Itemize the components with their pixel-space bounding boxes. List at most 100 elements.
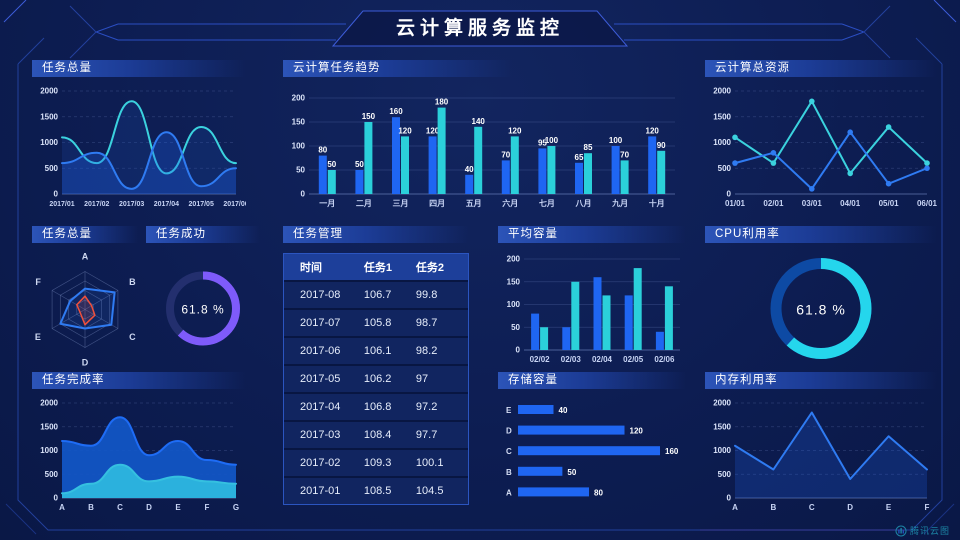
brand-text: 腾讯云图 [909,526,950,536]
cpu-gauge: 61.8 % [705,249,937,366]
table-row: 2017-08 106.7 99.8 [284,282,468,310]
svg-text:十月: 十月 [649,198,665,208]
panel-storage: 存储容量 E 40 D 120 C 160 B 50 A 80 [498,372,686,514]
table-cell: 106.7 [363,289,392,301]
svg-text:200: 200 [507,255,521,264]
svg-text:70: 70 [501,150,510,159]
svg-text:D: D [847,503,853,512]
svg-text:50: 50 [355,160,364,169]
table-cell: 106.2 [363,373,392,385]
svg-text:七月: 七月 [539,198,555,208]
svg-text:160: 160 [665,447,679,456]
storage-hbar-chart: E 40 D 120 C 160 B 50 A 80 [498,395,686,514]
table-cell: 97 [415,373,429,385]
svg-text:A: A [732,503,738,512]
panel-title: 云计算任务趋势 [283,60,513,77]
table-header-row: 时间 任务1 任务2 [284,254,468,282]
table-cell: 104.5 [415,485,444,497]
table-cell: 98.7 [415,317,438,329]
svg-text:C: C [117,503,123,512]
svg-text:01/01: 01/01 [725,199,746,208]
svg-text:E: E [886,503,892,512]
cloud-resource-line-chart: 0 500 1000 1500 2000 01/01 02/01 03/01 04/01 05/0… [705,83,937,210]
svg-text:三月: 三月 [393,199,409,208]
panel-title: 云计算总资源 [705,60,937,77]
svg-text:02/05: 02/05 [623,355,644,364]
svg-text:40: 40 [559,406,568,415]
table-cell: 2017-04 [300,401,341,413]
table-cell: 105.8 [363,317,392,329]
table-cell: 99.8 [415,289,438,301]
panel-avg-capacity: 平均容量 0 50 100 150 200 02/02 02/03 02/04 02/05 02/… [498,226,686,366]
panel-title: 任务管理 [283,226,469,243]
svg-text:C: C [809,503,815,512]
table-row: 2017-06 106.1 98.2 [284,338,468,366]
task-management-table: 时间 任务1 任务2 2017-08 106.7 99.8 2017-07 105.8 98.7… [283,253,469,505]
svg-text:2017/03: 2017/03 [119,201,144,208]
svg-text:06/01: 06/01 [917,199,937,208]
svg-text:2000: 2000 [713,87,731,96]
cloud-task-trend-bar-chart: 0 50 100 150 200 一月 80 50 二月 50 150 三月 160 120 四月 120 18… [283,83,681,210]
svg-text:F: F [35,277,41,287]
svg-text:1000: 1000 [713,446,731,455]
panel-title: 任务完成率 [32,372,246,389]
table-cell: 106.8 [363,401,392,413]
table-cell: 98.2 [415,345,438,357]
svg-text:F: F [205,503,210,512]
table-row: 2017-01 108.5 104.5 [284,478,468,504]
panel-title: 任务成功 [146,226,260,243]
svg-text:四月: 四月 [429,199,445,208]
svg-text:500: 500 [45,164,59,173]
svg-text:2017/01: 2017/01 [49,201,74,208]
svg-text:2000: 2000 [713,399,731,408]
svg-text:100: 100 [507,300,521,309]
table-cell: 2017-05 [300,373,341,385]
svg-text:五月: 五月 [466,199,482,208]
svg-text:九月: 九月 [611,198,628,208]
svg-text:70: 70 [620,150,629,159]
table-row: 2017-05 106.2 97 [284,366,468,394]
svg-text:F: F [925,503,930,512]
page-title: 云计算服务监控 [395,18,564,39]
svg-text:1500: 1500 [40,422,58,431]
table-cell: 2017-07 [300,317,341,329]
svg-text:2017/06: 2017/06 [223,201,246,208]
panel-title: 平均容量 [498,226,686,243]
svg-text:500: 500 [45,470,59,479]
svg-text:2000: 2000 [40,399,58,408]
task-completion-area-chart: 0 500 1000 1500 2000 A B C D E F G [32,395,246,514]
svg-text:02/01: 02/01 [763,199,784,208]
table-cell: 109.3 [363,457,392,469]
svg-text:1500: 1500 [713,112,731,121]
svg-text:1000: 1000 [40,138,58,147]
table-cell: 108.5 [363,485,392,497]
svg-text:八月: 八月 [575,199,592,208]
svg-text:1000: 1000 [713,138,731,147]
svg-text:B: B [88,503,94,512]
svg-text:160: 160 [389,107,403,116]
svg-text:六月: 六月 [502,198,518,208]
svg-text:G: G [233,503,239,512]
svg-text:200: 200 [292,94,306,103]
table-row: 2017-03 108.4 97.7 [284,422,468,450]
svg-text:0: 0 [727,190,732,199]
svg-text:C: C [129,332,136,342]
svg-text:D: D [82,358,89,367]
table-cell: 100.1 [415,457,444,469]
svg-text:80: 80 [318,146,327,155]
svg-text:03/01: 03/01 [802,199,823,208]
task-success-gauge: 61.8 % [146,249,260,366]
task-total-area-chart: 0 500 1000 1500 2000 2017/01 2017/02 2017/03 201… [32,83,249,210]
panel-task-total-line: 任务总量 0 500 1000 1500 2000 2017/01 2017/02 2017/… [32,60,249,210]
svg-text:二月: 二月 [356,199,372,208]
svg-text:D: D [146,503,152,512]
svg-text:D: D [506,427,512,436]
svg-text:0: 0 [54,190,59,199]
svg-text:02/06: 02/06 [654,355,675,364]
svg-text:150: 150 [362,112,376,121]
svg-text:02/03: 02/03 [561,355,582,364]
table-cell: 2017-02 [300,457,341,469]
svg-text:02/02: 02/02 [530,355,551,364]
table-cell: 106.1 [363,345,392,357]
